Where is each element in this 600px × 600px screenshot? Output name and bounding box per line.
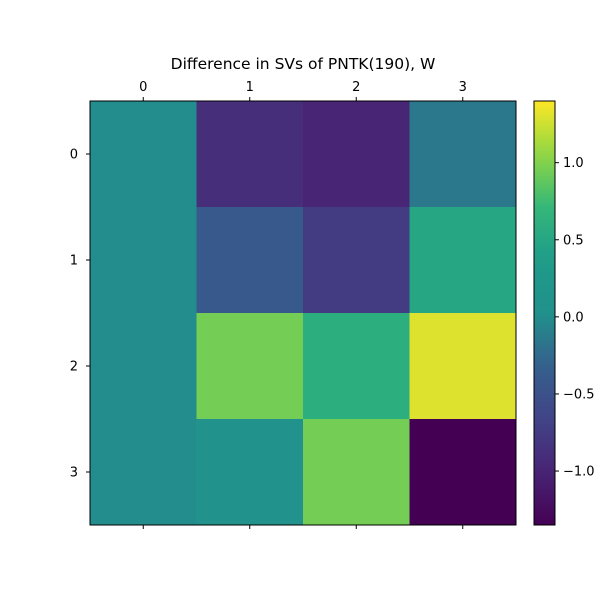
- heatmap-cell-1-0: [90, 207, 197, 314]
- heatmap-cell-3-1: [196, 419, 304, 526]
- colorbar-tick-label-2: 0.0: [563, 310, 584, 325]
- plot-frame: [89, 100, 517, 526]
- colorbar-gradient: [534, 101, 555, 525]
- colorbar: −1.0 −0.5 0.0 0.5 1.0: [533, 100, 595, 526]
- chart-title: Difference in SVs of PNTK(190), W: [171, 55, 436, 73]
- colorbar-tick-label-4: 1.0: [563, 156, 584, 171]
- heatmap-cell-2-0: [90, 313, 197, 420]
- heatmap-cell-0-0: [90, 101, 197, 208]
- y-tick-label-0: 0: [70, 148, 78, 163]
- heatmap-cell-0-1: [196, 101, 304, 208]
- x-axis-ticks: 0 1 2 3: [139, 80, 467, 529]
- y-tick-label-3: 3: [70, 466, 78, 481]
- colorbar-tick-label-1: −0.5: [563, 387, 595, 402]
- y-axis-ticks: 0 1 2 3: [70, 148, 90, 481]
- y-tick-label-2: 2: [70, 360, 78, 375]
- x-tick-label-2: 2: [352, 80, 360, 95]
- colorbar-tick-label-0: −1.0: [563, 465, 595, 480]
- heatmap-cell-0-2: [303, 101, 410, 208]
- heatmap-cell-3-0: [90, 419, 197, 526]
- heatmap-cell-3-2: [303, 419, 410, 526]
- heatmap-cell-1-2: [303, 207, 410, 314]
- heatmap-cell-2-1: [196, 313, 304, 420]
- heatmap-cells: [90, 101, 517, 526]
- heatmap-cell-1-3: [409, 207, 517, 314]
- colorbar-tick-label-3: 0.5: [563, 233, 584, 248]
- heatmap-cell-0-3: [409, 101, 517, 208]
- x-tick-label-0: 0: [139, 80, 147, 95]
- colorbar-frame: [533, 100, 556, 526]
- heatmap-cell-3-3: [409, 419, 517, 526]
- x-tick-label-1: 1: [246, 80, 254, 95]
- heatmap-cell-1-1: [196, 207, 304, 314]
- heatmap-cell-2-2: [303, 313, 410, 420]
- y-tick-label-1: 1: [70, 254, 78, 269]
- heatmap-cell-2-3: [409, 313, 517, 420]
- x-tick-label-3: 3: [459, 80, 467, 95]
